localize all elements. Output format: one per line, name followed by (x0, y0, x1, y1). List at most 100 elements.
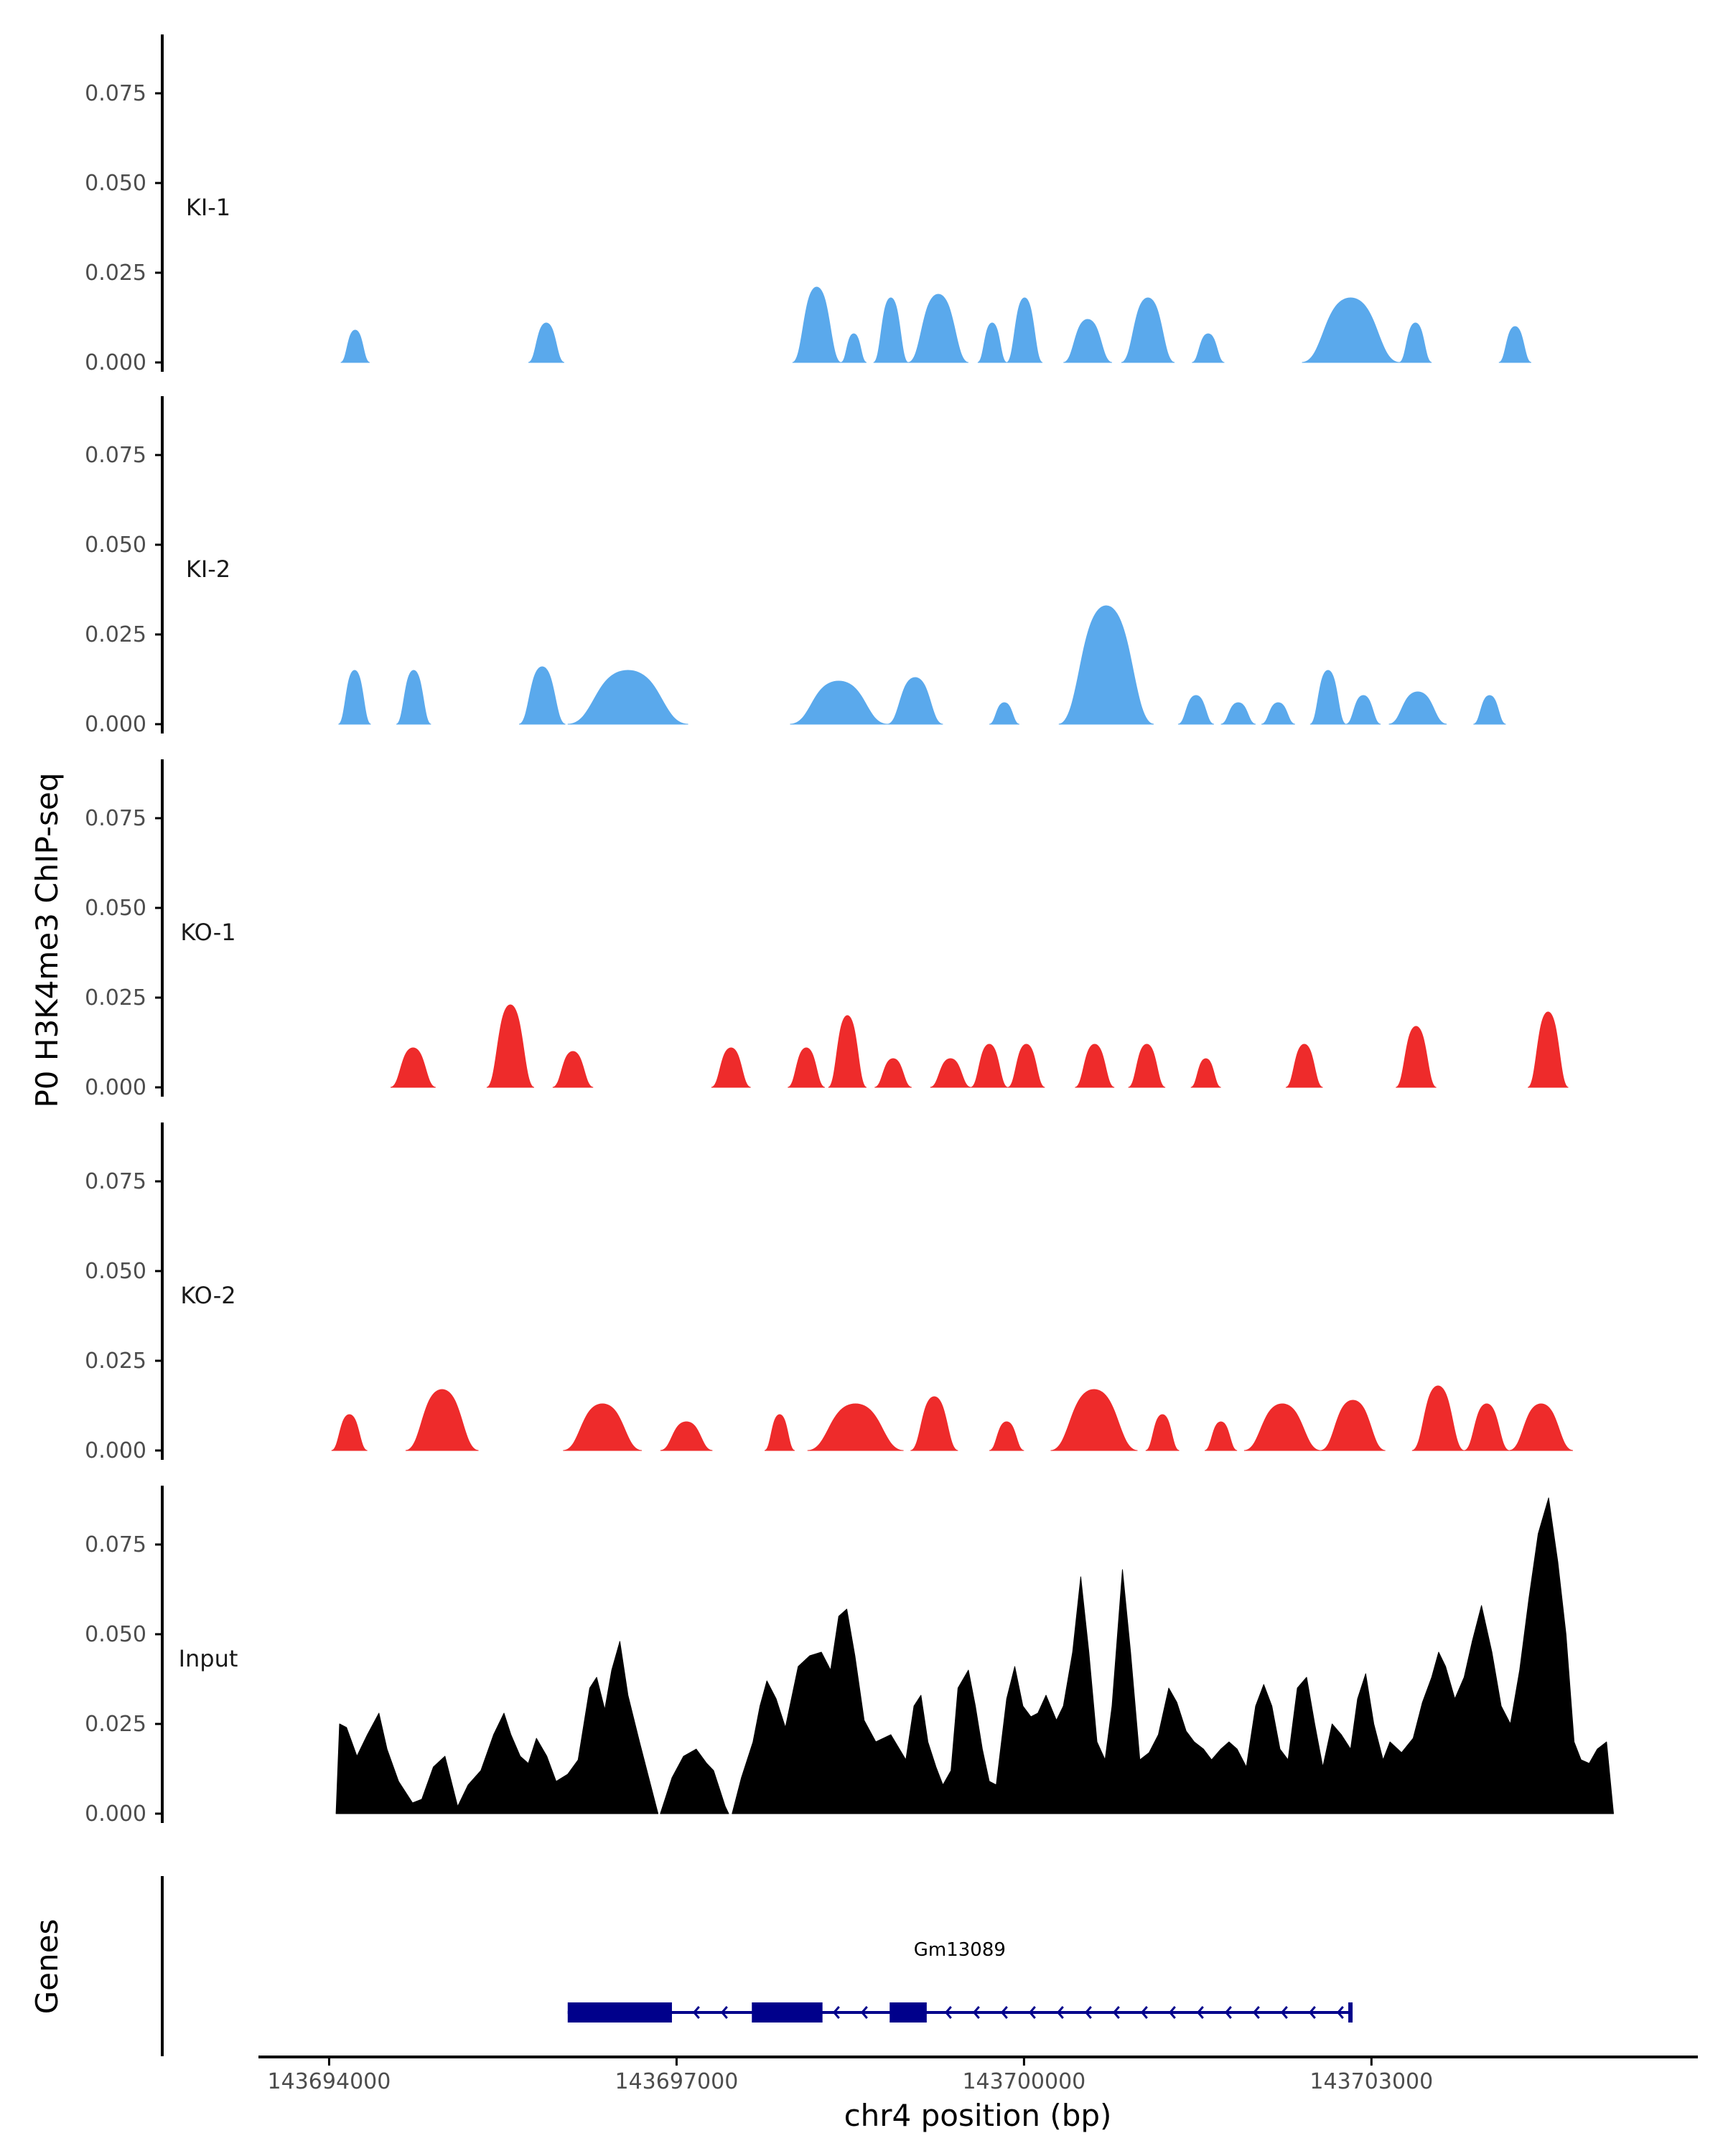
peak-ki-1-4 (873, 297, 909, 363)
track-label-ko-1: KO-1 (180, 919, 235, 946)
peak-ko-1-12 (1190, 1058, 1221, 1088)
strand-arrow (1224, 2006, 1232, 2019)
y-tick-label: 0.000 (85, 350, 146, 375)
strand-arrow (860, 2006, 868, 2019)
peak-ko-2-0 (331, 1414, 368, 1451)
input-area-1 (660, 1748, 729, 1814)
peak-ko-1-0 (390, 1047, 436, 1088)
peak-ko-1-6 (874, 1058, 912, 1088)
strand-arrow (1252, 2006, 1260, 2019)
peak-ki-2-14 (1473, 695, 1506, 725)
y-tick-label: 0.000 (85, 1075, 146, 1100)
genes-panel-label: Genes (29, 1919, 65, 2015)
y-tick-label: 0.075 (85, 443, 146, 468)
gene-name-label: Gm13089 (914, 1939, 1006, 1961)
peak-ki-1-7 (1006, 297, 1043, 363)
y-tick-label: 0.025 (85, 985, 146, 1011)
x-axis-title: chr4 position (bp) (844, 2098, 1112, 2133)
peak-ki-2-1 (396, 670, 431, 725)
y-axis-title: P0 H3K4me3 ChIP-seq (29, 772, 65, 1107)
peak-ki-2-3 (567, 670, 688, 725)
peak-ki-2-4 (790, 680, 888, 725)
peak-ko-2-10 (1204, 1421, 1238, 1451)
peak-ko-1-9 (1007, 1044, 1045, 1088)
peak-ki-1-2 (792, 286, 841, 363)
track-input (335, 1497, 1614, 1814)
y-tick-label: 0.075 (85, 806, 146, 831)
strand-arrow (944, 2006, 952, 2019)
x-tick-label: 143694000 (268, 2069, 391, 2094)
track-label-ki-1: KI-1 (186, 194, 230, 221)
strand-arrow (1196, 2006, 1204, 2019)
peak-ko-1-1 (486, 1004, 535, 1088)
peak-ko-1-11 (1128, 1044, 1166, 1088)
y-tick-label: 0.000 (85, 1801, 146, 1827)
strand-arrow (1336, 2006, 1344, 2019)
peak-ki-2-2 (518, 666, 566, 725)
strand-arrow (1168, 2006, 1176, 2019)
peak-ko-1-14 (1395, 1026, 1437, 1088)
y-tick-label: 0.075 (85, 1532, 146, 1557)
strand-arrow (720, 2006, 728, 2019)
peak-ki-1-3 (841, 333, 867, 363)
y-tick-label: 0.075 (85, 81, 146, 106)
peak-ki-1-13 (1498, 326, 1532, 363)
track-ko-1 (390, 1004, 1569, 1088)
y-tick-label: 0.025 (85, 261, 146, 286)
peak-ki-1-9 (1121, 297, 1175, 363)
x-tick-label: 143703000 (1309, 2069, 1433, 2094)
peak-ki-2-6 (989, 702, 1020, 725)
peak-ko-2-2 (563, 1403, 643, 1451)
peak-ko-2-6 (910, 1396, 958, 1451)
y-tick-label: 0.050 (85, 896, 146, 921)
peak-ko-2-9 (1145, 1414, 1180, 1451)
peak-ko-2-1 (405, 1389, 479, 1451)
strand-arrow (832, 2006, 840, 2019)
strand-arrow (1280, 2006, 1288, 2019)
peak-ko-1-15 (1527, 1011, 1569, 1088)
y-tick-label: 0.025 (85, 1349, 146, 1374)
peak-ko-2-7 (989, 1421, 1024, 1451)
y-tick-label: 0.075 (85, 1169, 146, 1194)
peak-ko-1-4 (788, 1047, 826, 1088)
peak-ki-2-9 (1220, 702, 1256, 725)
peak-ko-2-13 (1411, 1385, 1465, 1451)
input-area-0 (335, 1641, 659, 1814)
gene-exon-3 (1348, 2002, 1353, 2023)
peak-ki-2-5 (887, 677, 943, 725)
peak-ko-2-15 (1509, 1403, 1574, 1451)
peak-ko-2-12 (1320, 1400, 1386, 1451)
strand-arrow (692, 2006, 700, 2019)
track-label-ki-2: KI-2 (186, 556, 230, 583)
peak-ki-1-0 (340, 329, 370, 363)
peak-ki-2-10 (1261, 702, 1295, 725)
strand-arrow (1140, 2006, 1148, 2019)
track-ko-2 (331, 1385, 1574, 1451)
peak-ko-1-8 (970, 1044, 1008, 1088)
y-tick-label: 0.000 (85, 1438, 146, 1463)
gene-exon-0 (567, 2002, 672, 2023)
peak-ko-1-5 (828, 1015, 867, 1088)
y-tick-label: 0.050 (85, 1259, 146, 1284)
track-ki-2 (337, 605, 1506, 725)
peak-ko-1-13 (1285, 1044, 1323, 1088)
track-ki-1 (340, 286, 1532, 363)
gene-exon-1 (752, 2002, 823, 2023)
peak-ko-2-11 (1243, 1403, 1321, 1451)
y-tick-label: 0.050 (85, 1622, 146, 1647)
strand-arrow (1084, 2006, 1092, 2019)
y-tick-label: 0.050 (85, 533, 146, 558)
peak-ko-1-10 (1075, 1044, 1115, 1088)
strand-arrow (1308, 2006, 1316, 2019)
track-label-input: Input (179, 1645, 238, 1672)
peak-ki-2-12 (1345, 695, 1381, 725)
input-area-2 (732, 1497, 1614, 1814)
peak-ki-1-6 (977, 322, 1007, 363)
strand-arrow (972, 2006, 980, 2019)
x-tick-label: 143700000 (962, 2069, 1085, 2094)
peak-ko-1-3 (711, 1047, 751, 1088)
peak-ki-1-11 (1302, 297, 1400, 363)
peak-ki-1-8 (1063, 319, 1113, 363)
